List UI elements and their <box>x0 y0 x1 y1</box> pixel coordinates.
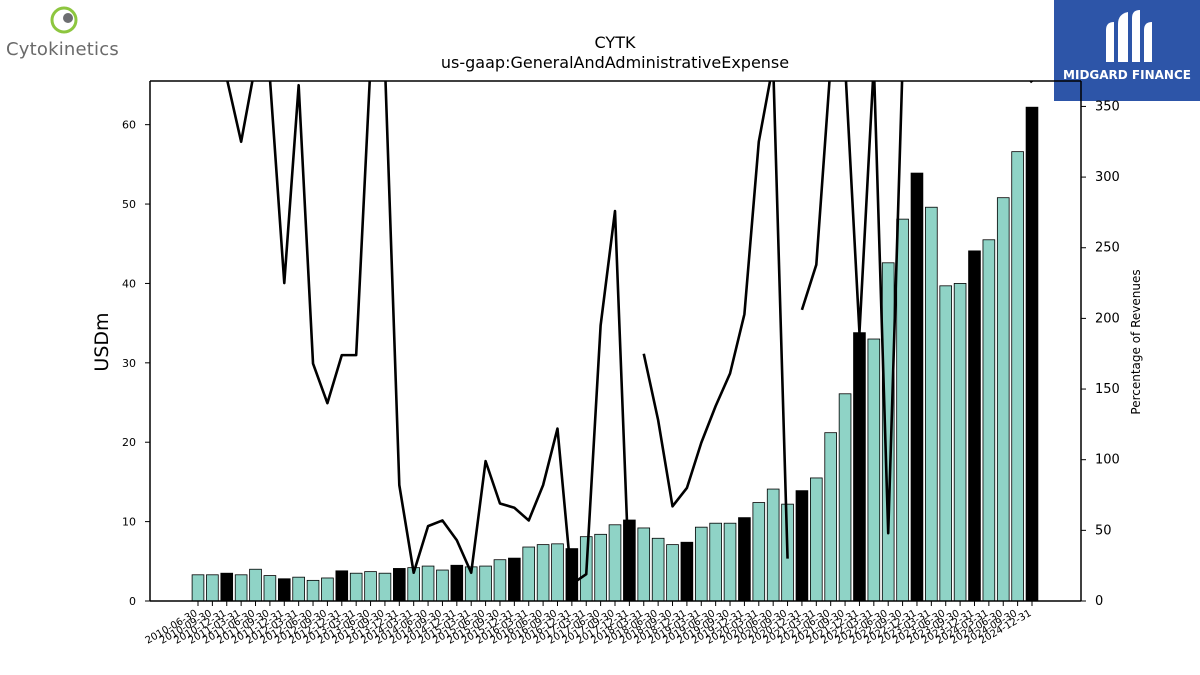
y-tick-label: 30 <box>122 357 136 370</box>
bar <box>953 283 967 602</box>
bar <box>766 488 780 602</box>
bar <box>982 239 996 602</box>
bar <box>234 574 248 602</box>
bar <box>867 338 881 602</box>
chart-title: CYTK <box>595 33 636 52</box>
bar <box>335 570 349 602</box>
bar <box>680 541 694 602</box>
bar <box>608 524 622 602</box>
bar <box>666 544 679 602</box>
bar <box>321 577 334 602</box>
bar <box>910 172 924 602</box>
bar <box>378 572 392 602</box>
bar <box>925 206 938 602</box>
bar <box>637 527 651 602</box>
bar <box>752 502 766 602</box>
y2-tick-label: 300 <box>1095 170 1120 185</box>
bar <box>939 285 953 602</box>
bar <box>220 572 234 602</box>
bar <box>493 559 507 602</box>
bar <box>450 564 464 602</box>
y2-tick-label: 250 <box>1095 241 1120 256</box>
bar <box>536 544 550 602</box>
bar <box>853 332 866 602</box>
y-tick-label: 0 <box>129 595 136 608</box>
bar <box>651 537 665 602</box>
bar <box>421 565 435 602</box>
bar <box>349 572 363 602</box>
midgard-finance-logo-icon <box>1106 10 1152 62</box>
bar <box>1011 151 1024 602</box>
bar <box>277 578 291 602</box>
chart-subtitle: us-gaap:GeneralAndAdministrativeExpense <box>441 53 789 72</box>
bar <box>249 568 262 602</box>
bar <box>723 522 737 602</box>
y2-tick-label: 100 <box>1095 453 1120 468</box>
y-tick-label: 10 <box>122 516 136 529</box>
bar <box>191 574 205 602</box>
y-tick-label: 20 <box>122 436 136 449</box>
y2-tick-label: 0 <box>1095 594 1103 609</box>
bar <box>824 432 837 602</box>
bar <box>479 565 492 602</box>
pct-revenue-line <box>226 81 1034 586</box>
bar <box>968 250 981 602</box>
y-tick-label: 50 <box>122 198 136 211</box>
bar <box>551 543 564 602</box>
bar <box>1025 106 1039 602</box>
y-tick-label: 60 <box>122 119 136 132</box>
bar <box>594 533 607 602</box>
bar <box>263 575 277 602</box>
y-axis-label: USDm <box>91 312 113 371</box>
midgard-finance-logo: MIDGARD FINANCE <box>1054 0 1200 101</box>
bar <box>694 526 708 602</box>
y2-axis-label: Percentage of Revenues <box>1129 269 1143 414</box>
y2-tick-label: 200 <box>1095 311 1120 326</box>
bar <box>896 218 909 602</box>
bar <box>709 522 722 602</box>
bar <box>364 571 377 602</box>
cytokinetics-logo-icon <box>50 6 78 34</box>
bar <box>838 393 852 602</box>
y-tick-label: 40 <box>122 277 136 290</box>
bar <box>508 557 521 602</box>
bar <box>206 574 219 602</box>
bar <box>795 490 809 602</box>
bar <box>522 546 536 602</box>
y2-tick-label: 150 <box>1095 382 1120 397</box>
cytokinetics-logo: Cytokinetics <box>4 4 134 60</box>
bar <box>738 517 751 602</box>
cytokinetics-wordmark: Cytokinetics <box>6 39 119 60</box>
bar <box>810 477 823 602</box>
bar <box>306 579 320 602</box>
bar <box>292 576 305 602</box>
axes: 01020304050600501001502002503003502010-0… <box>122 80 1120 647</box>
line-series <box>226 81 1034 586</box>
bar <box>996 197 1010 602</box>
y2-tick-label: 350 <box>1095 99 1120 114</box>
bar-series <box>191 106 1039 602</box>
bar <box>393 568 406 602</box>
y2-tick-label: 50 <box>1095 523 1112 538</box>
bar <box>436 569 449 602</box>
midgard-finance-wordmark: MIDGARD FINANCE <box>1063 68 1191 82</box>
